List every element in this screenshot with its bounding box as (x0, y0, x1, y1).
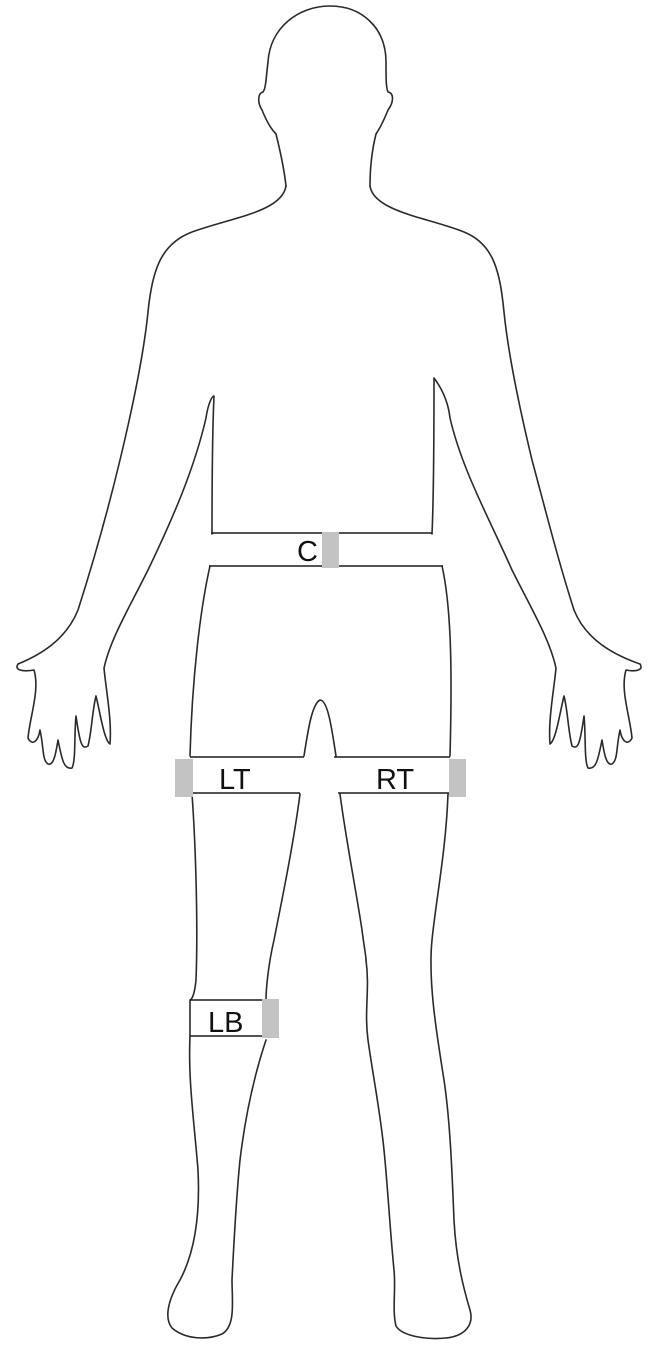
right-leg-inner-outline (339, 793, 367, 961)
right-thigh-band-label: RT (376, 764, 414, 796)
left-hip-outline (189, 565, 211, 757)
waist-sensor-marker (322, 532, 339, 568)
left-lower-leg-band-label: LB (208, 1007, 243, 1039)
head-outline (257, 5, 394, 187)
left-thigh-band-label: LT (219, 764, 251, 796)
right-thigh-sensor-marker (449, 759, 466, 797)
right-hip-outline (441, 565, 452, 757)
left-leg-outer-outline (167, 793, 267, 1339)
left-thigh-sensor-marker (175, 759, 193, 797)
left-leg-inner-outline (265, 793, 301, 1001)
left-lower-leg-sensor-marker (262, 999, 279, 1038)
right-leg-outer-outline (365, 793, 472, 1340)
left-arm-outline (16, 185, 287, 769)
right-arm-outline (369, 185, 642, 769)
crotch-outline (303, 699, 337, 757)
waist-band-label: C (297, 536, 318, 568)
